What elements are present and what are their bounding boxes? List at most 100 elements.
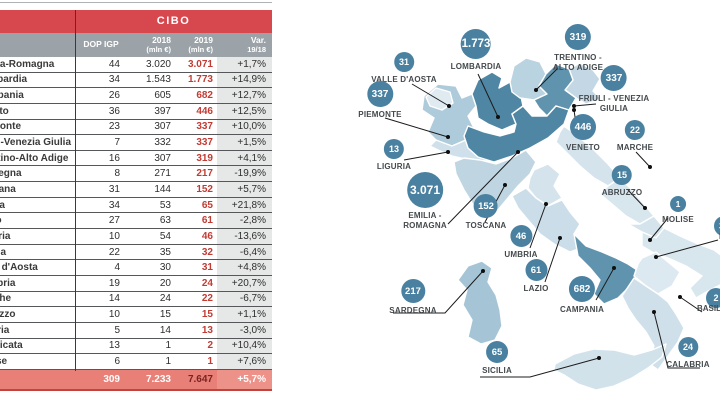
dop-igp-count: 22 bbox=[108, 246, 120, 258]
badge-label: MARCHE bbox=[616, 143, 654, 152]
value-2019: 152 bbox=[196, 183, 213, 195]
badge-label: LOMBARDIA bbox=[450, 62, 502, 71]
variation-19-18: +21,8% bbox=[217, 197, 272, 213]
variation-19-18: +4,8% bbox=[217, 260, 272, 275]
dop-igp-count: 36 bbox=[108, 105, 120, 117]
value-2019: 46 bbox=[201, 230, 213, 242]
value-2018: 14 bbox=[159, 324, 171, 336]
value-2018: 24 bbox=[159, 293, 171, 305]
region-name: Molise bbox=[0, 355, 8, 367]
table-row: Calabria 19 20 24 +20,7% bbox=[0, 275, 272, 292]
value-2018: 63 bbox=[159, 215, 171, 227]
total-2018: 7.233 bbox=[145, 373, 171, 385]
map-badge-sicilia: 65 SICILIA bbox=[482, 341, 512, 376]
badge-value: 61 bbox=[525, 259, 547, 281]
badge-label: CALABRIA bbox=[666, 360, 710, 369]
region-name: Sardegna bbox=[0, 168, 22, 180]
variation-19-18: -6,4% bbox=[217, 244, 272, 260]
value-2019: 13 bbox=[201, 324, 213, 336]
map-badge-basilicata-value: 2 bbox=[706, 288, 720, 308]
column-header-region bbox=[0, 33, 75, 57]
table-row: Liguria 5 14 13 -3,0% bbox=[0, 322, 272, 339]
value-2018: 1 bbox=[165, 340, 171, 352]
region-name: Abruzzo bbox=[0, 309, 16, 321]
region-toscana bbox=[453, 149, 537, 215]
value-2019: 337 bbox=[196, 137, 213, 149]
variation-19-18: +14,9% bbox=[217, 72, 272, 88]
region-campania bbox=[573, 233, 641, 305]
badge-label: TRENTINO - ALTO ADIGE bbox=[552, 53, 604, 72]
map-badge-friuli: 337 FRIULI - VENEZIA GIULIA bbox=[579, 65, 650, 113]
total-2019: 7.647 bbox=[187, 373, 213, 385]
dop-igp-count: 8 bbox=[114, 168, 120, 180]
value-2019: 446 bbox=[196, 105, 213, 117]
variation-19-18: +1,5% bbox=[217, 135, 272, 150]
dop-igp-count: 10 bbox=[108, 230, 120, 242]
map-badge-piemonte: 337 PIEMONTE bbox=[358, 81, 401, 120]
table-top-rule bbox=[0, 2, 272, 3]
dop-igp-count: 31 bbox=[108, 183, 120, 195]
italy-map bbox=[384, 57, 720, 391]
variation-19-18: -3,0% bbox=[217, 322, 272, 338]
table-row: Abruzzo 10 15 15 +1,1% bbox=[0, 307, 272, 323]
region-name: Valle d'Aosta bbox=[0, 262, 38, 274]
region-name: Basilicata bbox=[0, 340, 23, 352]
region-name: Umbria bbox=[0, 230, 11, 242]
region-sardegna bbox=[457, 260, 503, 345]
dop-igp-count: 27 bbox=[108, 215, 120, 227]
region-name: Campania bbox=[0, 90, 24, 102]
table-row: Piemonte 23 307 337 +10,0% bbox=[0, 119, 272, 136]
dop-igp-count: 34 bbox=[108, 199, 120, 211]
value-2018: 307 bbox=[154, 121, 171, 133]
value-2019: 32 bbox=[201, 246, 213, 258]
table-row: Friuli-Venezia Giulia 7 332 337 +1,5% bbox=[0, 135, 272, 151]
table-row: Trentino-Alto Adige 16 307 319 +4,1% bbox=[0, 150, 272, 167]
dop-igp-count: 26 bbox=[108, 90, 120, 102]
value-2018: 54 bbox=[159, 230, 171, 242]
value-2019: 217 bbox=[196, 168, 213, 180]
dop-igp-count: 34 bbox=[108, 74, 120, 86]
value-2018: 15 bbox=[159, 309, 171, 321]
badge-value: 446 bbox=[569, 114, 596, 140]
region-name: Toscana bbox=[0, 183, 16, 195]
badge-value: 46 bbox=[509, 225, 532, 247]
table-row: Sicilia 34 53 65 +21,8% bbox=[0, 197, 272, 214]
value-2019: 24 bbox=[201, 277, 213, 289]
region-abruzzo bbox=[599, 177, 655, 225]
map-badge-umbria: 46 UMBRIA bbox=[504, 225, 537, 260]
badge-label: LAZIO bbox=[523, 284, 549, 293]
region-marche bbox=[555, 125, 621, 187]
badge-value: 24 bbox=[678, 337, 698, 357]
total-variation: +5,7% bbox=[217, 369, 272, 389]
region-basilicata bbox=[633, 251, 681, 295]
variation-19-18: +1,7% bbox=[217, 57, 272, 72]
value-2019: 31 bbox=[201, 262, 213, 274]
dop-igp-count: 6 bbox=[114, 355, 120, 367]
value-2018: 53 bbox=[159, 199, 171, 211]
value-2019: 682 bbox=[196, 90, 213, 102]
badge-label: SICILIA bbox=[482, 366, 512, 375]
map-badge-lazio: 61 LAZIO bbox=[524, 259, 549, 294]
badge-value: 15 bbox=[611, 165, 632, 185]
table-row: Basilicata 13 1 2 +10,4% bbox=[0, 338, 272, 355]
map-badge-basilicata-label: BASILICATA bbox=[697, 304, 720, 313]
table-row: Toscana 31 144 152 +5,7% bbox=[0, 182, 272, 198]
region-name: Lombardia bbox=[0, 74, 28, 86]
table-row: Emilia-Romagna 44 3.020 3.071 +1,7% bbox=[0, 57, 272, 73]
map-badge-trentino: 319 TRENTINO - ALTO ADIGE bbox=[553, 24, 603, 72]
region-umbria bbox=[527, 163, 563, 207]
dop-igp-count: 14 bbox=[108, 293, 120, 305]
value-2019: 2 bbox=[207, 340, 213, 352]
leader-dots bbox=[446, 88, 682, 360]
value-2018: 30 bbox=[159, 262, 171, 274]
variation-19-18: +5,7% bbox=[217, 182, 272, 197]
dop-igp-count: 44 bbox=[108, 58, 120, 70]
badge-value: 152 bbox=[474, 194, 498, 218]
map-badge-lombardia: 1.773 LOMBARDIA bbox=[451, 29, 502, 72]
map-badge-abruzzo: 15 ABRUZZO bbox=[602, 165, 643, 198]
badge-label: TOSCANA bbox=[465, 221, 507, 230]
region-puglia bbox=[641, 227, 720, 299]
region-name: Trentino-Alto Adige bbox=[0, 152, 69, 164]
dop-igp-count: 13 bbox=[108, 340, 120, 352]
value-2018: 35 bbox=[159, 246, 171, 258]
